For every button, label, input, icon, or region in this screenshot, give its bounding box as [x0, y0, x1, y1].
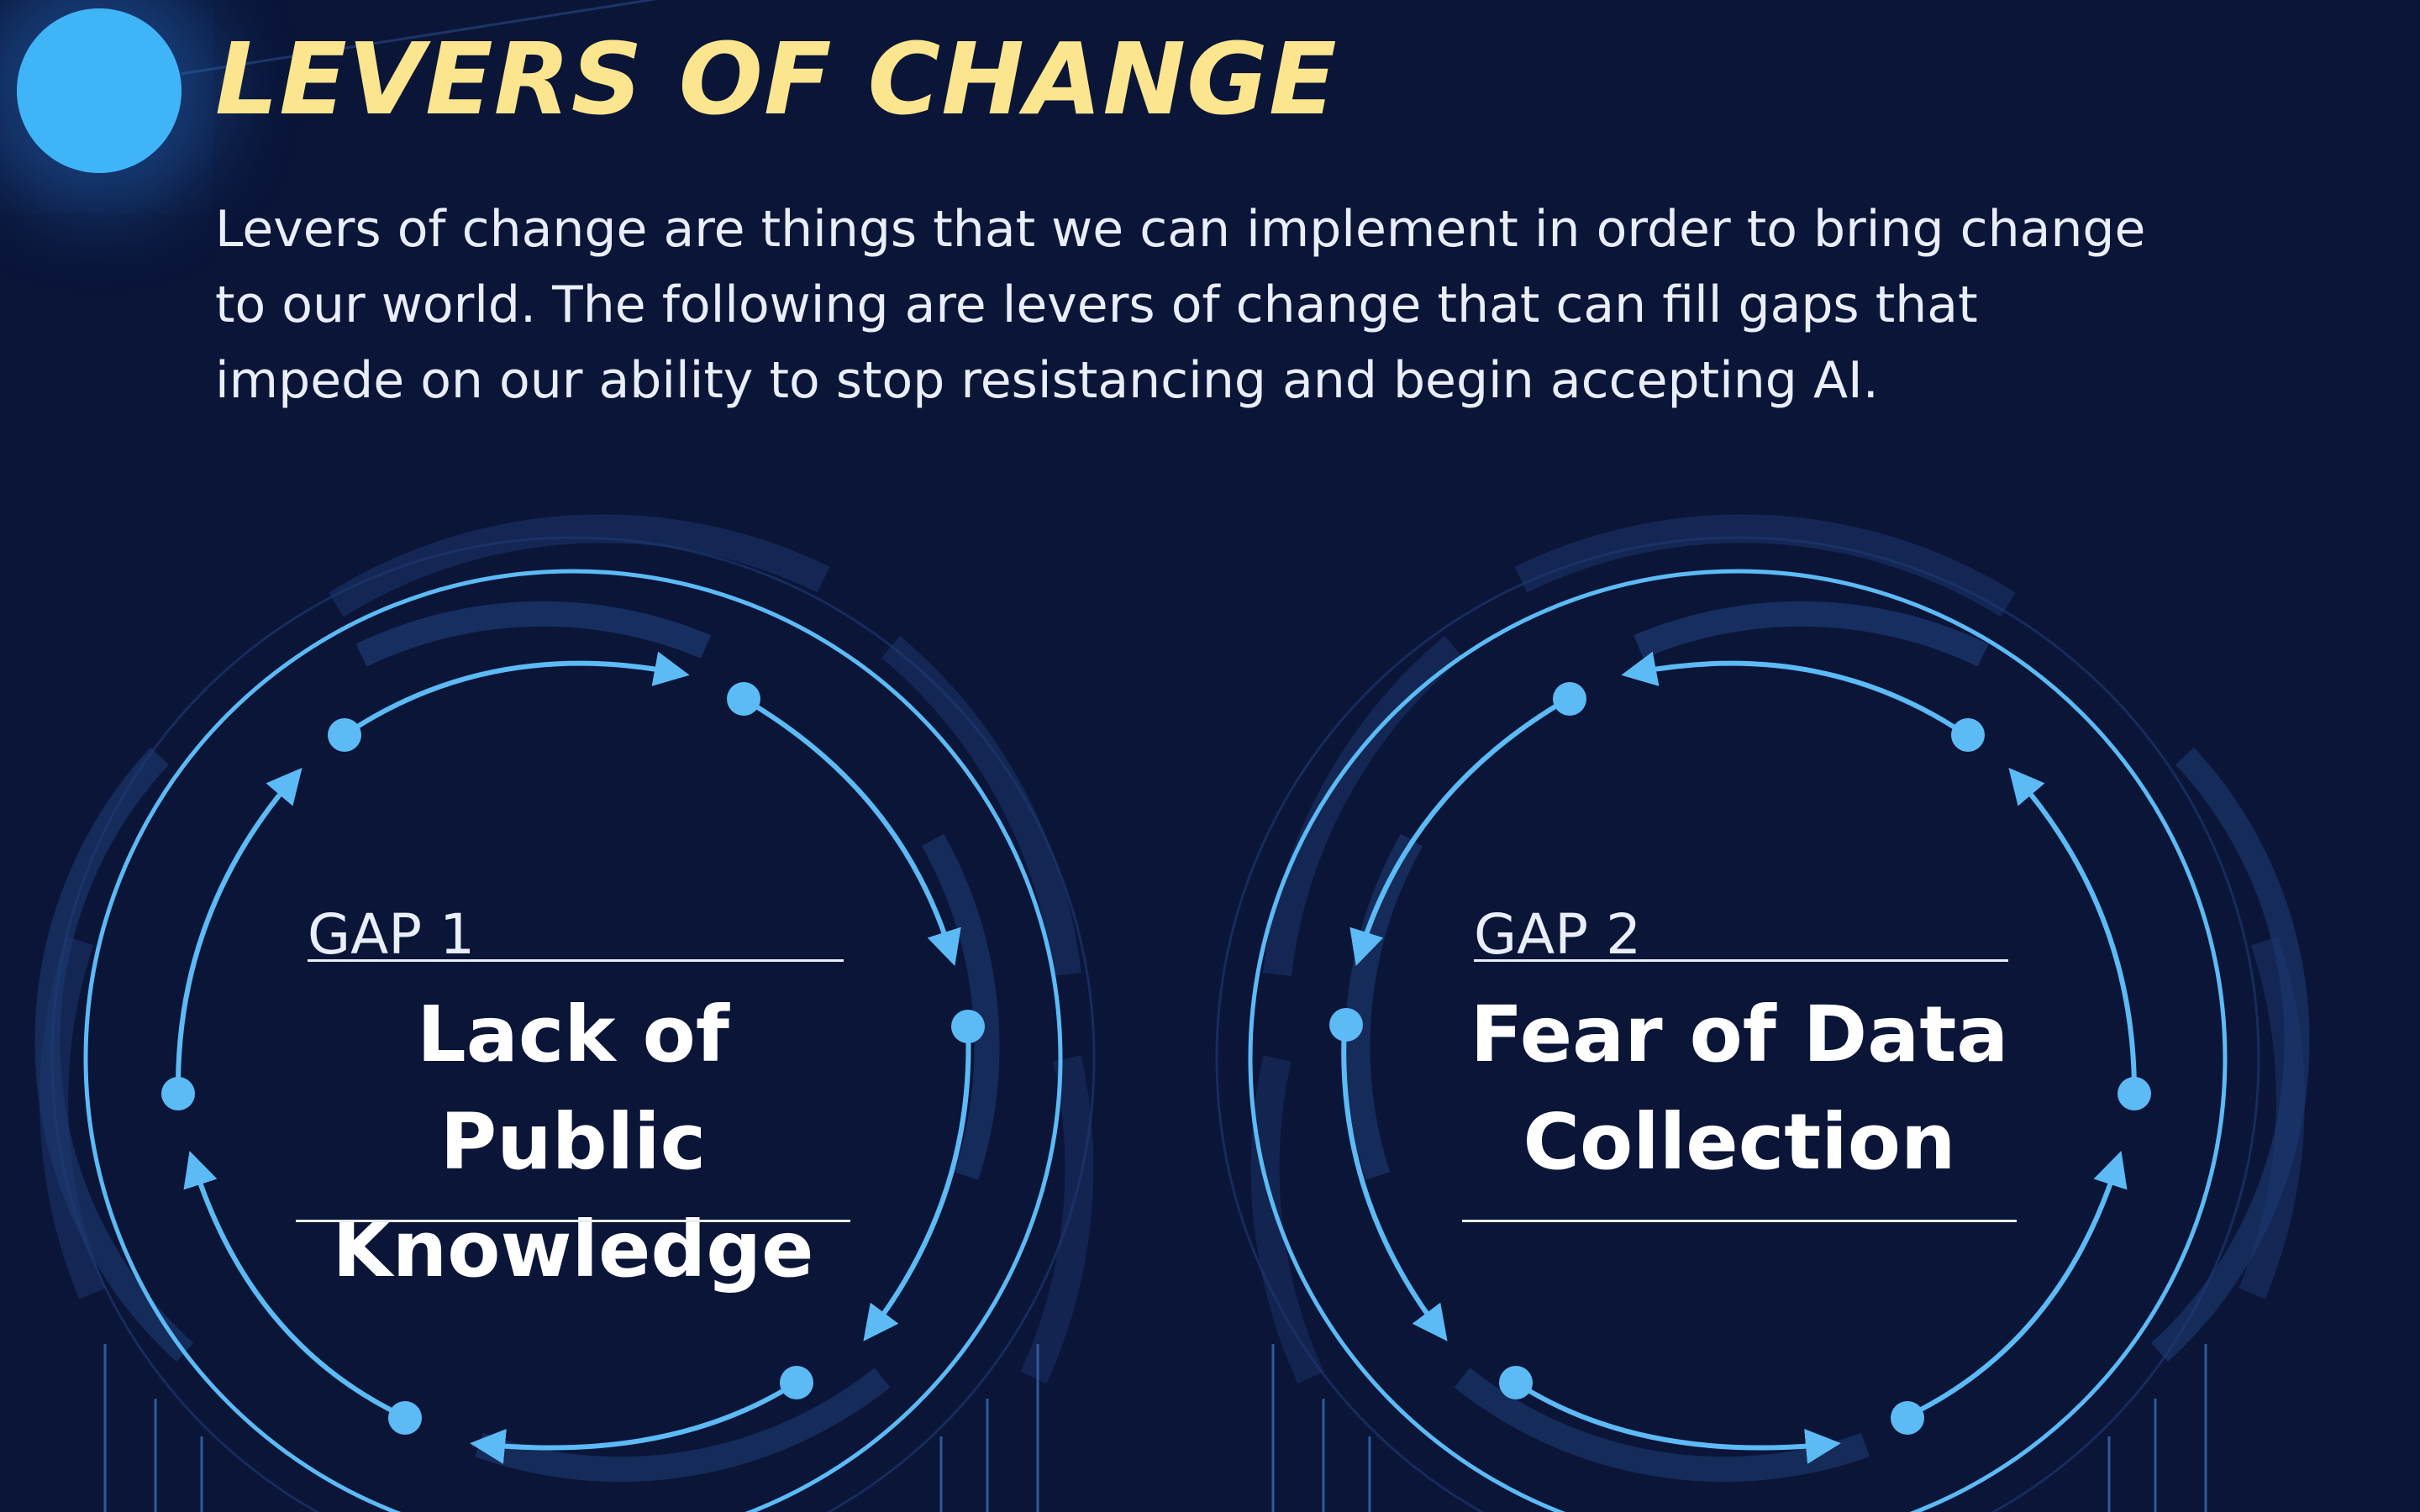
gap-1-rings — [34, 514, 1096, 1512]
gap-2-bottom-rule — [1462, 1220, 2017, 1222]
glow-circle-icon — [17, 8, 182, 173]
gap-2-rings — [1215, 514, 2310, 1512]
gap-1-title: Lack of Public Knowledge — [332, 990, 814, 1294]
decorative-line — [180, 0, 658, 76]
gap-2-top-rule — [1474, 959, 2008, 962]
gap-2-title: Fear of Data Collection — [1470, 990, 2009, 1187]
page-title: LEVERS OF CHANGE — [215, 21, 1338, 137]
intro-paragraph: Levers of change are things that we can … — [215, 200, 2146, 410]
gap-2-label: GAP 2 — [1474, 902, 1642, 967]
gap-1-top-rule — [308, 959, 844, 962]
gap-1-label: GAP 1 — [308, 902, 476, 967]
gap-1-bottom-rule — [296, 1220, 850, 1222]
